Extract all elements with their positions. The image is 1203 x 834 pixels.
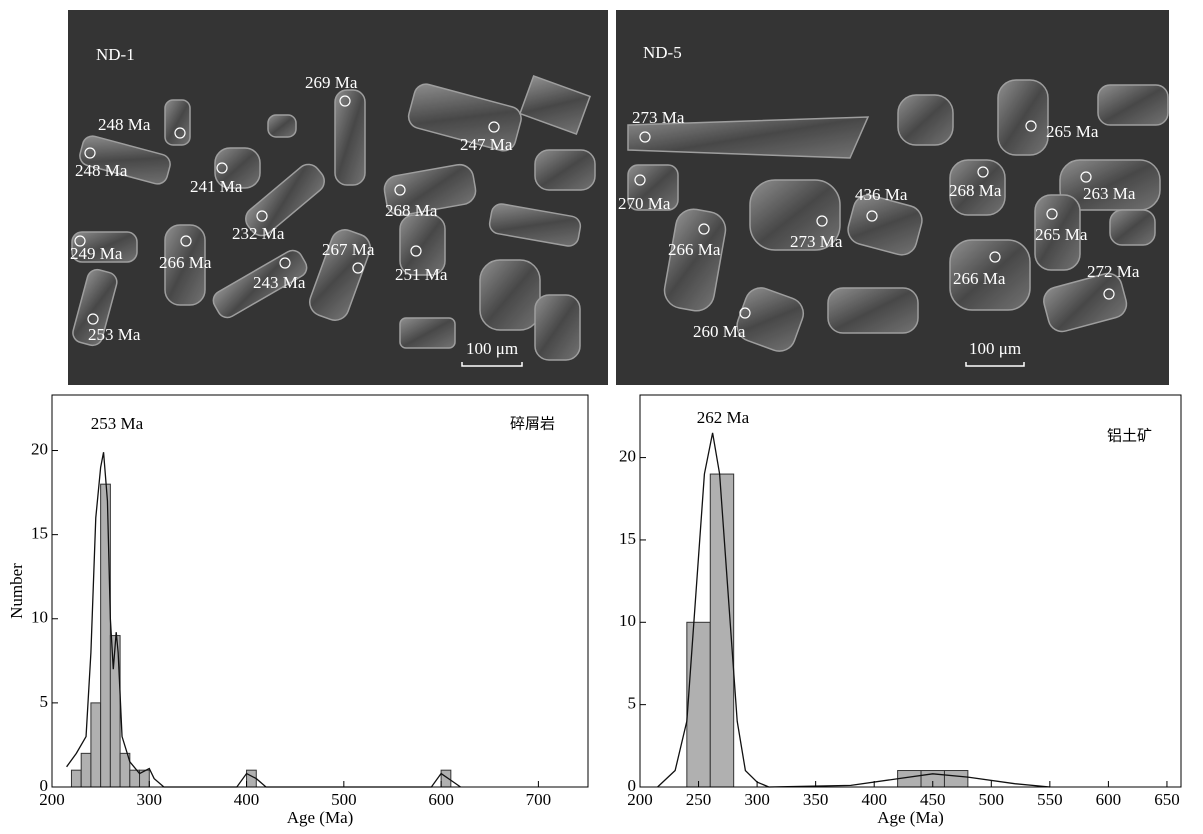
x-tick-label: 250 bbox=[686, 790, 712, 809]
image-label: ND-5 bbox=[643, 43, 682, 62]
spot-age: 266 Ma bbox=[159, 253, 212, 272]
scale-label: 100 μm bbox=[466, 339, 518, 358]
spot-age: 263 Ma bbox=[1083, 184, 1136, 203]
image-panel bbox=[68, 10, 608, 385]
spot-age: 265 Ma bbox=[1035, 225, 1088, 244]
peak-annotation: 253 Ma bbox=[91, 414, 144, 433]
y-tick-label: 10 bbox=[619, 611, 636, 630]
x-tick-label: 600 bbox=[1096, 790, 1122, 809]
spot-age: 265 Ma bbox=[1046, 122, 1099, 141]
x-tick-label: 350 bbox=[803, 790, 829, 809]
bar bbox=[944, 771, 967, 787]
spot-age: 268 Ma bbox=[949, 181, 1002, 200]
sample-label: 铝土矿 bbox=[1107, 427, 1152, 444]
x-tick-label: 500 bbox=[979, 790, 1005, 809]
sample-label: 碎屑岩 bbox=[510, 415, 555, 432]
x-axis-title: Age (Ma) bbox=[877, 808, 944, 827]
spot-age: 267 Ma bbox=[322, 240, 375, 259]
y-tick-label: 5 bbox=[628, 694, 637, 713]
x-tick-label: 450 bbox=[920, 790, 946, 809]
spot-age: 273 Ma bbox=[632, 108, 685, 127]
bar bbox=[687, 622, 710, 787]
spot-age: 260 Ma bbox=[693, 322, 746, 341]
spot-age: 248 Ma bbox=[98, 115, 151, 134]
x-axis-title: Age (Ma) bbox=[287, 808, 354, 827]
spot-age: 266 Ma bbox=[668, 240, 721, 259]
spot-age: 232 Ma bbox=[232, 224, 285, 243]
spot-age: 266 Ma bbox=[953, 269, 1006, 288]
density-curve bbox=[67, 452, 461, 787]
peak-annotation: 262 Ma bbox=[697, 408, 750, 427]
x-tick-label: 600 bbox=[428, 790, 454, 809]
y-tick-label: 20 bbox=[619, 446, 636, 465]
spot-age: 247 Ma bbox=[460, 135, 513, 154]
x-tick-label: 650 bbox=[1154, 790, 1180, 809]
y-tick-label: 5 bbox=[40, 692, 49, 711]
y-axis-title: Number bbox=[7, 563, 26, 619]
x-tick-label: 300 bbox=[744, 790, 770, 809]
x-tick-label: 400 bbox=[861, 790, 887, 809]
scale-label: 100 μm bbox=[969, 339, 1021, 358]
figure: ND-1 248 Ma 248 Ma 269 Ma 247 Ma 241 Ma 232 Ma… bbox=[0, 0, 1203, 834]
x-tick-label: 550 bbox=[1037, 790, 1063, 809]
bar bbox=[71, 770, 81, 787]
bar bbox=[81, 753, 91, 787]
spot-age: 436 Ma bbox=[855, 185, 908, 204]
image-label: ND-1 bbox=[96, 45, 135, 64]
bar bbox=[101, 484, 111, 787]
spot-age: 269 Ma bbox=[305, 73, 358, 92]
spot-age: 268 Ma bbox=[385, 201, 438, 220]
spot-age: 272 Ma bbox=[1087, 262, 1140, 281]
spot-age: 248 Ma bbox=[75, 161, 128, 180]
spot-age: 273 Ma bbox=[790, 232, 843, 251]
bar bbox=[91, 703, 101, 787]
y-tick-label: 0 bbox=[628, 776, 637, 795]
spot-age: 243 Ma bbox=[253, 273, 306, 292]
plot-frame bbox=[52, 395, 588, 787]
spot-age: 241 Ma bbox=[190, 177, 243, 196]
spot-age: 270 Ma bbox=[618, 194, 671, 213]
bar bbox=[247, 770, 257, 787]
y-tick-label: 10 bbox=[31, 608, 48, 627]
x-tick-label: 300 bbox=[137, 790, 163, 809]
x-tick-label: 700 bbox=[526, 790, 552, 809]
y-tick-label: 20 bbox=[31, 439, 48, 458]
y-tick-label: 15 bbox=[619, 529, 636, 548]
y-tick-label: 15 bbox=[31, 524, 48, 543]
x-tick-label: 400 bbox=[234, 790, 260, 809]
spot-age: 251 Ma bbox=[395, 265, 448, 284]
spot-age: 253 Ma bbox=[88, 325, 141, 344]
spot-age: 249 Ma bbox=[70, 244, 123, 263]
x-tick-label: 500 bbox=[331, 790, 357, 809]
y-tick-label: 0 bbox=[40, 776, 49, 795]
